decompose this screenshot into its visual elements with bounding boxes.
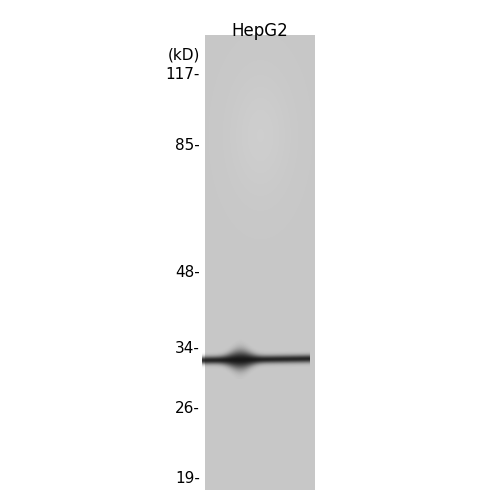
Text: 19-: 19- xyxy=(175,470,200,486)
Text: 85-: 85- xyxy=(176,138,200,153)
Text: 34-: 34- xyxy=(175,342,200,356)
Text: 48-: 48- xyxy=(176,265,200,280)
Text: (kD): (kD) xyxy=(168,48,200,62)
Text: HepG2: HepG2 xyxy=(232,22,288,40)
Text: 117-: 117- xyxy=(166,68,200,82)
Text: 26-: 26- xyxy=(175,401,200,416)
